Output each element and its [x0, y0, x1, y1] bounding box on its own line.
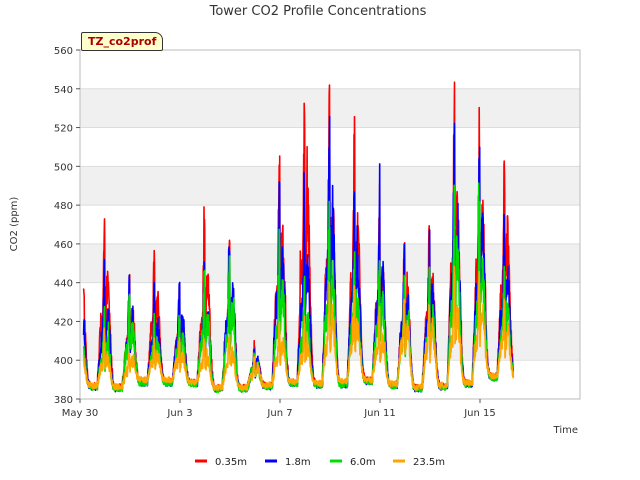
legend: 0.35m 1.8m 6.0m 23.5m: [195, 457, 445, 468]
site-tag: TZ_co2prof: [81, 32, 164, 51]
y-tick-label: 540: [54, 85, 73, 96]
y-tick-label: 480: [54, 201, 73, 212]
x-tick-label: Jun 3: [166, 408, 192, 419]
x-tick-label: Jun 7: [266, 408, 292, 419]
y-tick-label: 420: [54, 317, 73, 328]
x-tick-label: Jun 15: [463, 408, 496, 419]
plot-frame: [79, 49, 581, 400]
x-tick-label: May 30: [62, 408, 99, 419]
y-tick-label: 460: [54, 240, 73, 251]
legend-label: 0.35m: [215, 457, 247, 468]
y-tick-label: 380: [54, 395, 73, 406]
x-tick-label: Jun 11: [363, 408, 396, 419]
x-axis-ticks: May 30 Jun 3 Jun 7 Jun 11 Jun 15: [62, 399, 496, 419]
y-tick-label: 560: [54, 46, 73, 57]
x-axis-label: Time: [553, 425, 578, 436]
y-axis-ticks: 380 400 420 440 460 480 500 520 540 560: [54, 46, 80, 406]
series-line-23.5m: [82, 265, 515, 391]
y-tick-label: 500: [54, 162, 73, 173]
y-tick-label: 400: [54, 356, 73, 367]
legend-label: 23.5m: [413, 457, 445, 468]
series-lines: [82, 81, 515, 393]
chart-title: Tower CO2 Profile Concentrations: [209, 4, 427, 19]
y-tick-label: 520: [54, 124, 73, 135]
y-axis-label: CO2 (ppm): [9, 197, 20, 252]
legend-label: 1.8m: [285, 457, 311, 468]
y-tick-label: 440: [54, 279, 73, 290]
legend-label: 6.0m: [350, 457, 376, 468]
